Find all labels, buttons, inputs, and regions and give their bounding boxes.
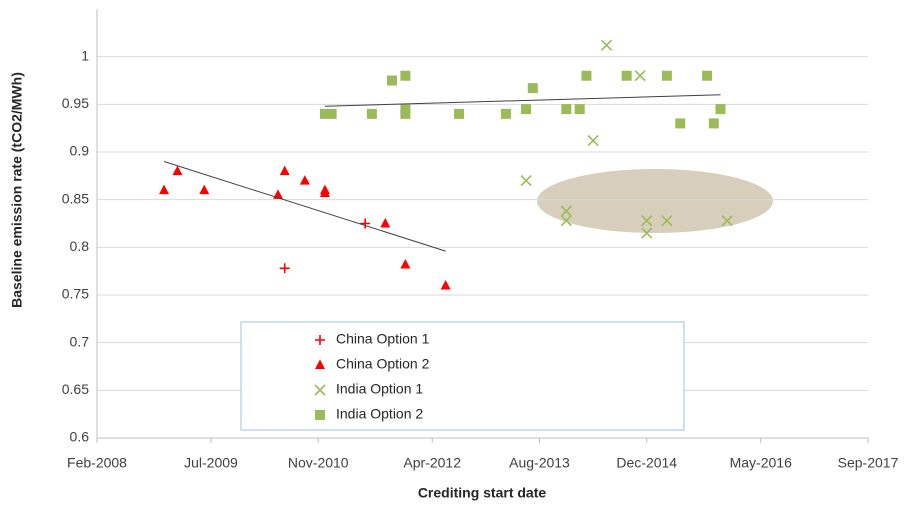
marker-square (621, 70, 632, 81)
marker-square (574, 104, 585, 115)
x-tick-label: May-2016 (730, 455, 792, 471)
marker-square (400, 70, 411, 81)
marker-triangle (172, 165, 183, 176)
legend-label: China Option 2 (336, 356, 430, 372)
marker-triangle (400, 258, 411, 269)
marker-x (641, 227, 653, 239)
y-tick-label: 0.65 (62, 381, 89, 397)
legend-label: India Option 2 (336, 406, 423, 422)
highlight-ellipse (537, 169, 773, 233)
y-tick-label: 0.9 (70, 143, 90, 159)
x-tick-label: Dec-2014 (616, 455, 677, 471)
marker-x (587, 134, 599, 147)
marker-x (560, 215, 572, 227)
marker-square (561, 104, 572, 115)
x-tick-label: Aug-2013 (509, 455, 570, 471)
marker-x (721, 215, 733, 227)
marker-x (641, 215, 653, 227)
legend-marker (314, 384, 326, 396)
y-axis-title: Baseline emission rate (tCO2/MWh) (9, 72, 25, 308)
marker-triangle (299, 175, 310, 185)
x-tick-label: Feb-2008 (67, 455, 127, 471)
x-tick-label: Sep-2017 (838, 455, 899, 471)
marker-square (366, 108, 377, 119)
legend-marker (315, 410, 325, 420)
marker-triangle (319, 187, 330, 197)
y-tick-label: 0.8 (70, 238, 90, 254)
x-tick-label: Jul-2009 (184, 455, 238, 471)
trendline (324, 94, 721, 107)
marker-square (708, 118, 719, 129)
marker-square (675, 118, 686, 129)
marker-triangle (279, 165, 290, 176)
marker-x (634, 70, 646, 82)
marker-triangle (440, 279, 451, 290)
marker-x (520, 175, 532, 187)
legend-marker (315, 359, 325, 369)
marker-square (715, 104, 726, 115)
marker-square (581, 70, 592, 81)
marker-plus (279, 263, 290, 274)
x-tick-label: Apr-2012 (403, 455, 461, 471)
trendline (163, 161, 446, 252)
marker-square (661, 70, 672, 81)
y-tick-label: 0.95 (62, 95, 89, 111)
legend-marker (315, 335, 325, 345)
y-tick-label: 0.75 (62, 286, 89, 302)
marker-triangle (380, 218, 391, 228)
legend-box (240, 321, 685, 431)
y-tick-label: 0.7 (70, 333, 90, 349)
marker-triangle (159, 184, 170, 195)
marker-square (702, 70, 713, 81)
marker-square (319, 108, 330, 119)
x-axis-title: Crediting start date (418, 485, 547, 501)
y-tick-label: 0.6 (70, 429, 90, 445)
marker-triangle (199, 184, 210, 195)
marker-plus (360, 218, 371, 229)
x-tick-label: Nov-2010 (288, 455, 349, 471)
marker-square (386, 75, 397, 86)
y-tick-label: 0.85 (62, 190, 89, 206)
marker-square (454, 108, 465, 119)
marker-square (400, 108, 411, 119)
marker-square (527, 83, 538, 94)
marker-square (500, 108, 511, 119)
marker-square (521, 104, 532, 115)
marker-square (326, 108, 337, 119)
marker-x (560, 205, 572, 217)
marker-x (600, 39, 613, 51)
y-tick-label: 1 (81, 47, 89, 63)
marker-x (661, 215, 673, 227)
legend-label: India Option 1 (336, 381, 423, 397)
legend-label: China Option 1 (336, 331, 430, 347)
